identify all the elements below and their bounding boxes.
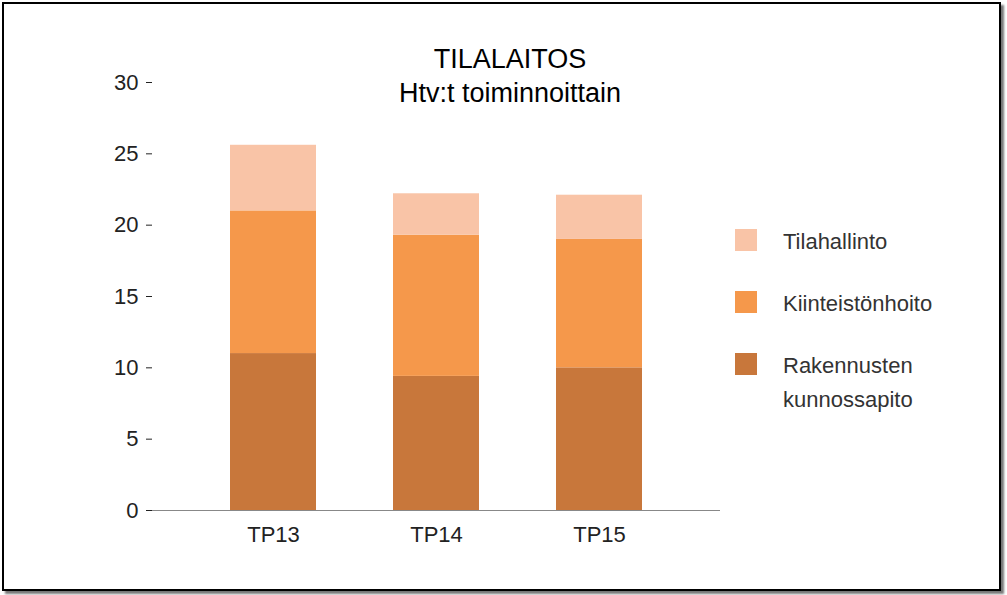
svg-text:10: 10: [114, 355, 138, 380]
html-text:Rakennusten kunnossapito: Rakennusten kunnossapito: [783, 353, 913, 412]
svg-text:0: 0: [126, 498, 138, 523]
svg-text:TP14: TP14: [410, 522, 463, 547]
html-text:TILALAITOS: TILALAITOS: [433, 44, 587, 74]
html-text:Htv:t toiminnoittain: Htv:t toiminnoittain: [399, 78, 621, 108]
svg-text:TP15: TP15: [573, 522, 626, 547]
html-text:Tilahallinto: Tilahallinto: [783, 229, 888, 254]
svg-text:TP13: TP13: [247, 522, 300, 547]
svg-text:20: 20: [114, 212, 138, 237]
svg-text:30: 30: [114, 70, 138, 95]
svg-text:15: 15: [114, 284, 138, 309]
svg-text:25: 25: [114, 141, 138, 166]
html-text:Kiinteistönhoito: Kiinteistönhoito: [783, 291, 933, 316]
svg-text:5: 5: [126, 426, 138, 451]
